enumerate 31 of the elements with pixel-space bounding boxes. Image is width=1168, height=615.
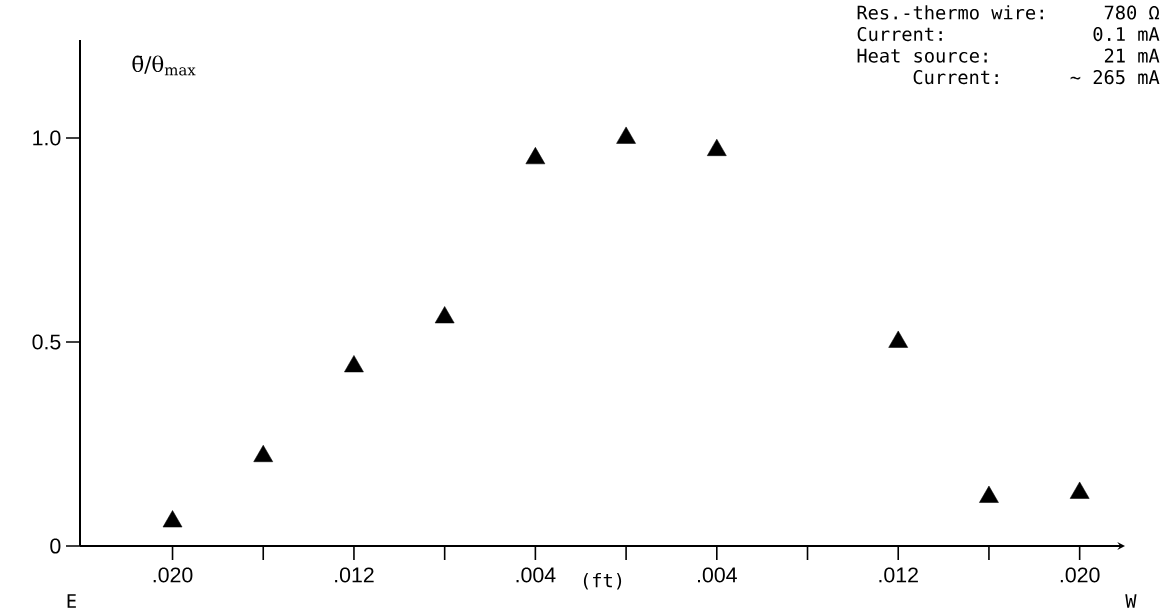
x-tick-label: .004 <box>516 567 556 583</box>
annotation: Current: <box>913 70 998 85</box>
point <box>525 147 546 165</box>
point <box>888 330 909 348</box>
annotation: Heat source: <box>857 48 987 63</box>
point <box>344 355 364 373</box>
annotation: 21 mA <box>1104 48 1160 63</box>
x-axis-title: (ft) <box>583 572 622 590</box>
point <box>616 126 636 144</box>
text: Res.-thermo wire: <box>857 5 1043 20</box>
x-tick-label: .020 <box>153 567 193 583</box>
y-tick-label: 0.5 <box>32 334 61 350</box>
point <box>1069 481 1090 499</box>
y-tick-label: 0 <box>50 538 61 554</box>
text: 780 Ω <box>1104 5 1160 20</box>
annotation: ∼ 265 mA <box>1070 70 1160 85</box>
x-tick-label: .004 <box>697 567 737 583</box>
point <box>253 444 274 462</box>
point <box>434 306 455 324</box>
y-axis-title: θ̄/θ$_{max}$ <box>132 55 196 76</box>
text: W <box>1125 594 1137 608</box>
text: E <box>67 594 76 608</box>
x-tick-label: .012 <box>879 567 918 583</box>
point <box>162 510 183 528</box>
x-tick-label: .020 <box>1060 567 1100 583</box>
point <box>707 138 727 156</box>
y-tick-label: 1.0 <box>33 130 61 146</box>
annotation: Current: <box>857 27 942 42</box>
x-tick-label: .012 <box>335 567 374 583</box>
annotation: 0.1 mA <box>1093 27 1160 42</box>
point <box>979 485 999 503</box>
